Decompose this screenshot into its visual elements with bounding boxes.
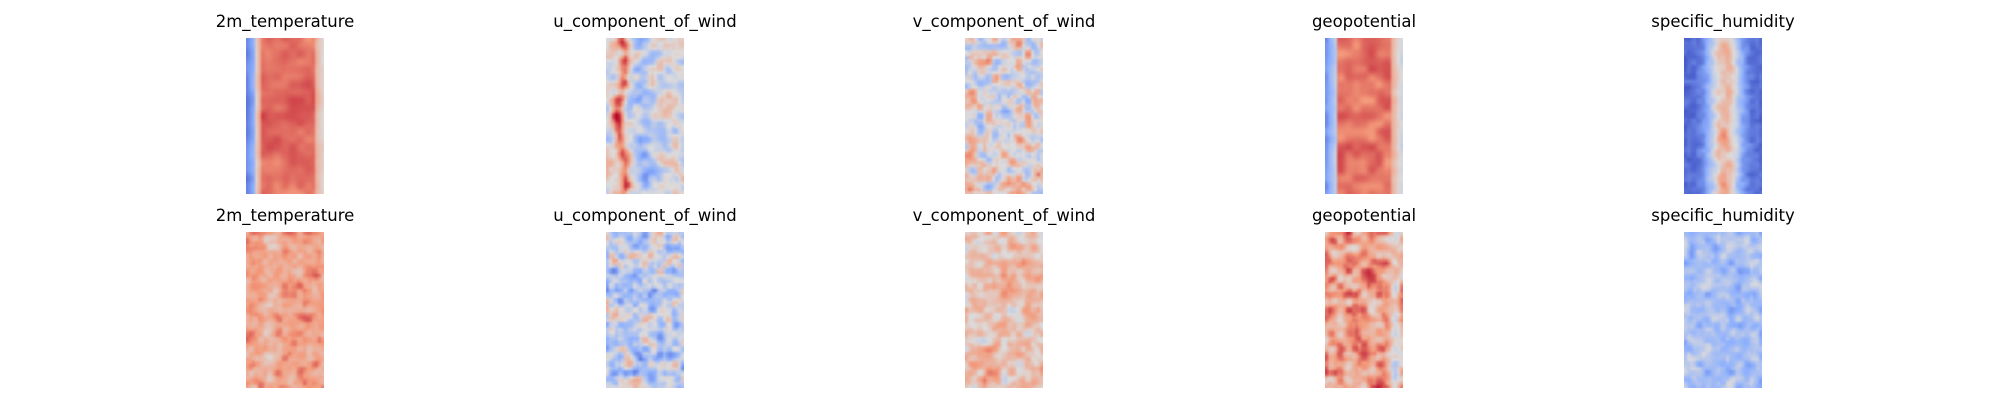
heatmap-panel: v_component_of_wind: [913, 206, 1095, 388]
heatmap-image: [1684, 232, 1762, 388]
panel-title: v_component_of_wind: [912, 206, 1096, 225]
panel-title: specific_humidity: [1651, 12, 1795, 31]
panel-title: 2m_temperature: [215, 12, 355, 31]
panel-title: geopotential: [1311, 12, 1417, 31]
heatmap-image: [1325, 232, 1403, 388]
panel-title: u_component_of_wind: [553, 12, 737, 31]
heatmap-image: [606, 232, 684, 388]
heatmap-panel: 2m_temperature: [216, 12, 354, 194]
heatmap-panel: v_component_of_wind: [913, 12, 1095, 194]
heatmap-panel: 2m_temperature: [216, 206, 354, 388]
heatmap-image: [246, 232, 324, 388]
heatmap-panel: specific_humidity: [1651, 12, 1795, 194]
heatmap-image: [965, 38, 1043, 194]
panel-title: specific_humidity: [1651, 206, 1795, 225]
heatmap-panel: geopotential: [1312, 12, 1416, 194]
heatmap-panel: u_component_of_wind: [553, 206, 737, 388]
heatmap-panel: u_component_of_wind: [553, 12, 737, 194]
panel-title: geopotential: [1311, 206, 1417, 225]
heatmap-panel: specific_humidity: [1651, 206, 1795, 388]
panel-title: 2m_temperature: [215, 206, 355, 225]
panel-title: u_component_of_wind: [553, 206, 737, 225]
heatmap-image: [246, 38, 324, 194]
heatmap-image: [606, 38, 684, 194]
heatmap-image: [1325, 38, 1403, 194]
panel-title: v_component_of_wind: [912, 12, 1096, 31]
heatmap-image: [1684, 38, 1762, 194]
heatmap-panel: geopotential: [1312, 206, 1416, 388]
heatmap-image: [965, 232, 1043, 388]
